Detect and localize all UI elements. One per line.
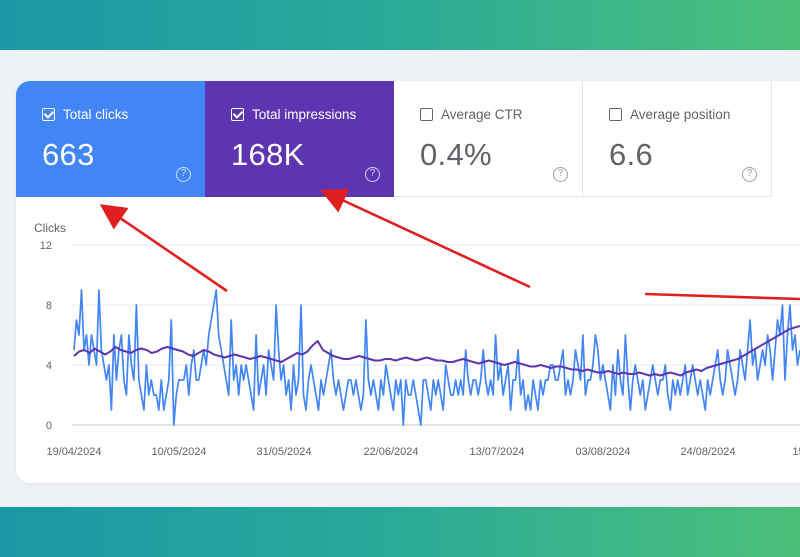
series-line-clicks [73, 289, 800, 426]
x-tick-label: 24/08/2024 [680, 446, 735, 458]
metric-cards: Total clicks 663 ? Total impressions 168… [16, 81, 800, 197]
metric-card-total-clicks[interactable]: Total clicks 663 ? [16, 81, 205, 197]
help-icon[interactable]: ? [365, 167, 380, 182]
y-tick-label: 8 [46, 300, 52, 312]
card-value: 168K [231, 137, 305, 172]
metric-card-average-position[interactable]: Average position 6.6 ? [583, 81, 772, 197]
series-line-impressions [73, 325, 800, 377]
card-value: 6.6 [609, 137, 653, 172]
card-header: Average position [609, 107, 730, 122]
y-tick-label: 0 [46, 420, 52, 432]
x-tick-label: 31/05/2024 [256, 446, 311, 458]
performance-chart: Clicks 0 4 8 12 19/04/2024 10/05/2024 31/05/20… [16, 197, 800, 483]
x-tick-label: 15/ [792, 446, 800, 458]
card-label: Average CTR [441, 107, 523, 122]
help-icon[interactable]: ? [553, 167, 568, 182]
y-axis-label: Clicks [34, 221, 66, 235]
top-gradient-band [0, 0, 800, 50]
x-tick-label: 19/04/2024 [46, 446, 101, 458]
card-label: Total clicks [63, 107, 129, 122]
card-header: Average CTR [420, 107, 523, 122]
x-tick-label: 10/05/2024 [151, 446, 206, 458]
x-tick-label: 03/08/2024 [575, 446, 630, 458]
card-value: 0.4% [420, 137, 492, 172]
x-tick-label: 13/07/2024 [469, 446, 524, 458]
card-value: 663 [42, 137, 95, 172]
metric-card-average-ctr[interactable]: Average CTR 0.4% ? [394, 81, 583, 197]
x-tick-label: 22/06/2024 [363, 446, 418, 458]
help-icon[interactable]: ? [742, 167, 757, 182]
card-label: Total impressions [252, 107, 357, 122]
performance-panel: Total clicks 663 ? Total impressions 168… [16, 81, 800, 483]
checkbox-unchecked-icon[interactable] [420, 108, 433, 121]
bottom-gradient-band [0, 507, 800, 557]
card-header: Total clicks [42, 107, 128, 122]
checkbox-unchecked-icon[interactable] [609, 108, 622, 121]
checkbox-checked-icon[interactable] [42, 108, 55, 121]
card-header: Total impressions [231, 107, 356, 122]
card-label: Average position [630, 107, 731, 122]
help-icon[interactable]: ? [176, 167, 191, 182]
line-chart-svg: 0 4 8 12 19/04/2024 10/05/2024 31/05/2024 22/06… [40, 240, 800, 458]
metric-card-total-impressions[interactable]: Total impressions 168K ? [205, 81, 394, 197]
y-tick-label: 12 [40, 240, 52, 252]
y-tick-label: 4 [46, 360, 52, 372]
checkbox-checked-icon[interactable] [231, 108, 244, 121]
